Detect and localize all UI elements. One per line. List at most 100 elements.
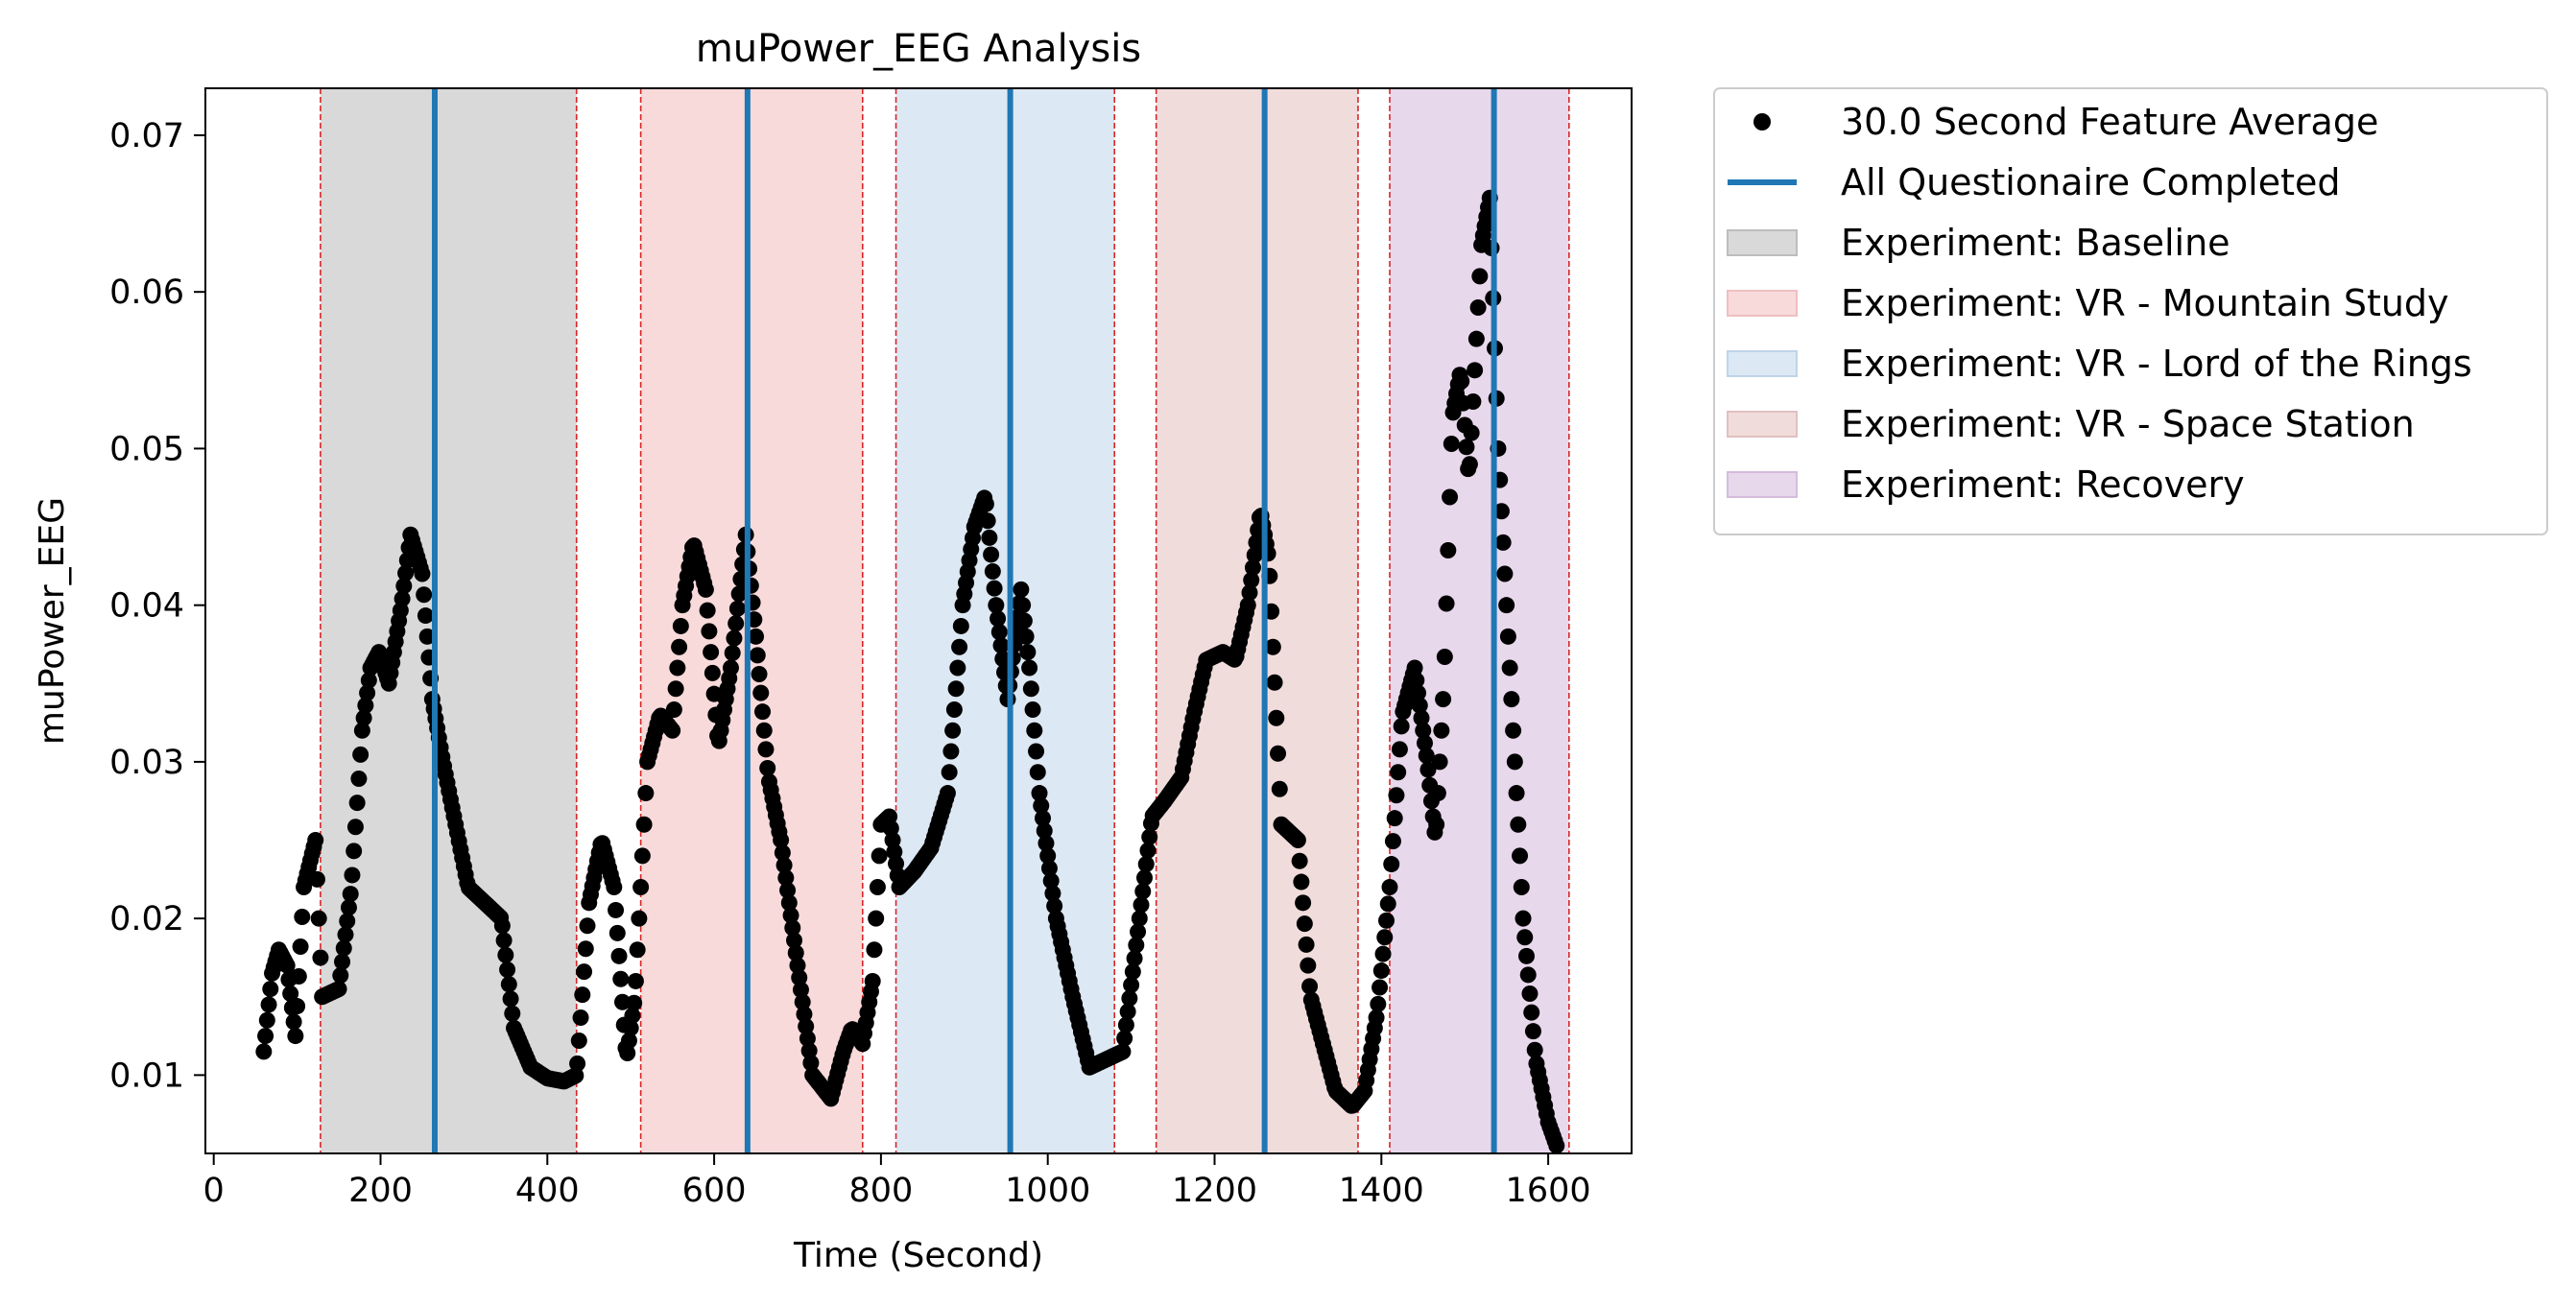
x-axis: 0 200 400 600 800 1000 1200 1400 1600 [203, 1153, 1591, 1210]
legend: 30.0 Second Feature Average All Questiona… [1713, 87, 2548, 535]
data-point-143 [493, 917, 511, 935]
data-point-678 [1386, 810, 1403, 827]
data-point-522 [1126, 950, 1143, 967]
data-point-524 [1130, 923, 1147, 940]
data-point-48 [335, 939, 352, 957]
data-point-607 [1268, 709, 1285, 726]
data-point-222 [626, 994, 643, 1011]
data-point-325 [798, 1018, 815, 1035]
data-point-711 [1442, 488, 1459, 506]
data-point-326 [799, 1030, 816, 1047]
data-point-758 [1519, 966, 1537, 984]
data-point-59 [353, 722, 370, 739]
data-point-673 [1378, 912, 1395, 929]
data-point-2 [258, 1011, 275, 1029]
x-tick-label: 1200 [1172, 1172, 1257, 1210]
data-point-751 [1508, 785, 1525, 802]
data-point-761 [1524, 1023, 1541, 1040]
data-point-753 [1512, 847, 1529, 865]
data-point-748 [1503, 691, 1520, 708]
data-point-433 [977, 495, 994, 512]
data-point-679 [1388, 787, 1405, 804]
data-point-516 [1116, 1030, 1133, 1047]
data-point-670 [1372, 962, 1390, 980]
data-point-531 [1141, 828, 1158, 845]
data-point-682 [1393, 718, 1410, 735]
data-point-473 [1044, 885, 1061, 902]
questionnaire-lines [431, 88, 1497, 1153]
data-point-265 [697, 581, 714, 598]
data-point-468 [1036, 822, 1053, 840]
data-point-284 [728, 600, 746, 617]
legend-box [1713, 87, 2548, 535]
data-point-695 [1415, 722, 1432, 739]
data-point-312 [775, 857, 793, 874]
data-point-594 [1246, 546, 1263, 563]
data-point-455 [1014, 597, 1032, 614]
data-point-621 [1291, 852, 1308, 869]
data-point-46 [332, 966, 349, 984]
data-point-752 [1510, 816, 1527, 833]
data-point-762 [1526, 1041, 1543, 1058]
data-point-149 [504, 1005, 521, 1022]
data-point-592 [1243, 572, 1260, 589]
legend-label: 30.0 Second Feature Average [1841, 101, 2378, 143]
data-point-441 [990, 624, 1008, 641]
data-point-299 [754, 703, 771, 721]
x-tick-label: 0 [203, 1172, 225, 1210]
data-point-530 [1139, 842, 1157, 859]
data-point-593 [1244, 559, 1261, 576]
data-point-754 [1513, 879, 1530, 895]
data-point-190 [572, 1009, 589, 1027]
data-point-365 [864, 972, 881, 989]
data-point-84 [395, 578, 413, 595]
y-tick-label: 0.07 [109, 117, 184, 155]
data-point-281 [724, 645, 741, 662]
data-point-775 [1548, 1137, 1565, 1154]
data-point-725 [1465, 392, 1482, 410]
data-point-227 [633, 847, 651, 865]
data-point-52 [342, 886, 359, 903]
data-point-458 [1019, 644, 1037, 661]
data-point-328 [802, 1055, 820, 1072]
data-point-282 [726, 629, 743, 647]
y-tick-label: 0.02 [109, 900, 184, 938]
data-point-3 [260, 996, 277, 1013]
data-point-194 [579, 917, 596, 935]
data-point-311 [774, 844, 791, 862]
data-point-297 [751, 666, 768, 682]
data-point-726 [1467, 362, 1484, 379]
data-point-45 [330, 981, 347, 998]
data-point-457 [1017, 628, 1035, 645]
y-tick-label: 0.03 [109, 744, 184, 782]
legend-patch [1727, 471, 1798, 498]
data-point-18 [285, 1013, 302, 1031]
data-point-442 [992, 637, 1010, 654]
data-point-757 [1518, 947, 1536, 964]
data-point-750 [1506, 753, 1523, 771]
data-point-57 [350, 770, 368, 787]
data-point-529 [1137, 856, 1155, 873]
data-point-248 [669, 659, 686, 677]
data-point-31 [307, 832, 324, 849]
data-point-456 [1015, 612, 1033, 629]
data-point-434 [979, 512, 996, 530]
data-point-229 [637, 785, 655, 802]
data-point-280 [722, 659, 739, 677]
data-point-709 [1438, 595, 1455, 612]
data-point-469 [1038, 835, 1055, 852]
data-point-366 [866, 941, 883, 959]
data-point-213 [610, 947, 628, 964]
data-point-369 [871, 847, 888, 865]
data-point-438 [986, 580, 1003, 597]
data-point-210 [606, 879, 623, 895]
data-point-85 [397, 564, 415, 582]
data-point-0 [255, 1043, 273, 1060]
x-tick-label: 200 [348, 1172, 413, 1210]
data-point-622 [1293, 873, 1310, 890]
data-point-727 [1467, 330, 1485, 347]
data-point-721 [1458, 439, 1475, 456]
legend-marker [1753, 113, 1771, 131]
span-0 [320, 88, 577, 1153]
